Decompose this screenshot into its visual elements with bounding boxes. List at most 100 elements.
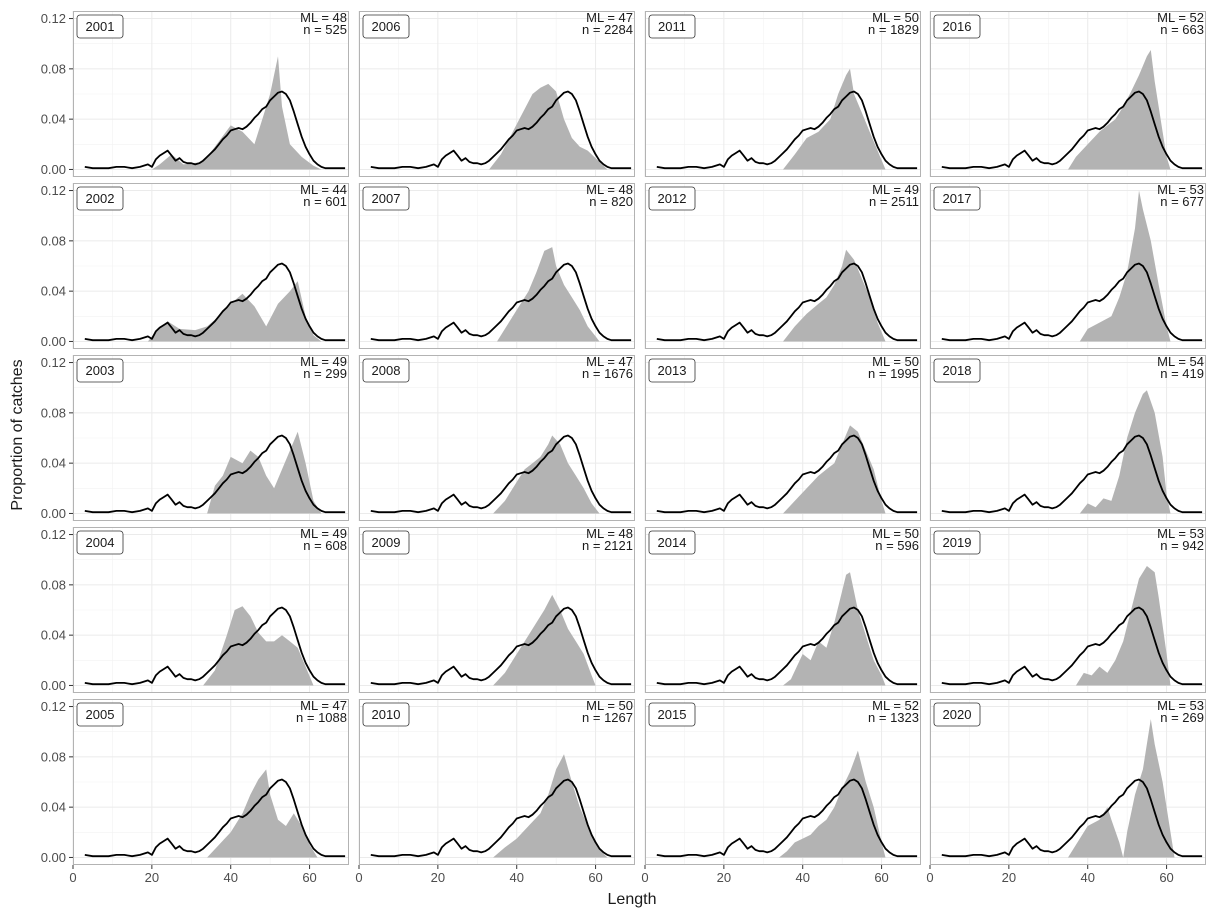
y-tick-label: 0.04 [41,456,66,471]
reference-line [656,434,918,514]
year-label-box [933,530,981,555]
panel-border [645,11,921,177]
catch-area-2013 [783,425,886,514]
reference-line [941,90,1203,170]
mean-length-label: ML = 53 [1157,182,1204,197]
year-label-box [76,702,124,727]
panel-border [73,355,349,521]
x-tick-label: 0 [926,870,933,885]
year-label: 2010 [372,707,401,722]
panel-border [73,11,349,177]
panel-border [930,183,1206,349]
catch-area-2018 [1079,390,1171,514]
panel-2017: 2017 ML = 53n = 677 [929,182,1206,349]
catch-area-2019 [1075,566,1171,686]
reference-line [84,434,346,514]
panel-border [930,355,1206,521]
panel-border [645,699,921,865]
year-label-box [648,358,696,383]
x-tick-label: 60 [588,870,602,885]
y-tick-label: 0.08 [41,233,66,248]
sample-size-label: n = 596 [875,538,919,553]
sample-size-label: n = 1323 [868,710,919,725]
catch-area-2010 [493,754,608,858]
year-label-box [362,186,410,211]
catch-area-2011 [783,68,886,170]
mean-length-label: ML = 44 [300,182,347,197]
reference-line [656,262,918,342]
mean-length-label: ML = 53 [1157,698,1204,713]
panel-border [645,183,921,349]
panel-border [73,183,349,349]
panel-border [359,11,635,177]
sample-size-label: n = 677 [1160,194,1204,209]
reference-line [370,262,632,342]
sample-size-label: n = 1267 [582,710,633,725]
year-label-box [648,530,696,555]
catch-area-2006 [489,83,608,170]
panel-border [359,699,635,865]
x-tick-label: 20 [1002,870,1016,885]
y-tick-label: 0.08 [41,749,66,764]
panel-2006: 2006 ML = 47n = 2284 [358,10,635,177]
panel-border [359,183,635,349]
catch-area-2007 [497,247,600,342]
reference-line [370,778,632,858]
panel-2011: 2011 ML = 50n = 1829 [644,10,921,177]
panel-border [359,527,635,693]
x-tick-label: 0 [641,870,648,885]
mean-length-label: ML = 47 [586,10,633,25]
reference-line [656,778,918,858]
x-tick-label: 60 [1159,870,1173,885]
x-tick-label: 20 [145,870,159,885]
sample-size-label: n = 2284 [582,22,633,37]
panel-2008: 2008 ML = 47n = 1676 [358,354,635,521]
mean-length-label: ML = 50 [872,354,919,369]
mean-length-label: ML = 53 [1157,526,1204,541]
panel-2003: 2003 ML = 49n = 299 0.00 0.04 0.08 0.12 [41,354,349,521]
reference-line [656,606,918,686]
year-label-box [362,530,410,555]
panel-2007: 2007 ML = 48n = 820 [358,182,635,349]
panel-2020: 2020 ML = 53n = 269 0 20 40 60 [926,698,1206,885]
x-tick-label: 60 [874,870,888,885]
y-tick-label: 0.00 [41,506,66,521]
panel-2019: 2019 ML = 53n = 942 [929,526,1206,693]
year-label-box [76,14,124,39]
year-label: 2005 [86,707,115,722]
catch-area-2009 [493,594,596,686]
year-label-box [933,186,981,211]
year-label-box [933,14,981,39]
year-label: 2006 [372,19,401,34]
reference-line [941,778,1203,858]
x-tick-label: 40 [795,870,809,885]
sample-size-label: n = 942 [1160,538,1204,553]
panel-2012: 2012 ML = 49n = 2511 [644,182,921,349]
mean-length-label: ML = 50 [586,698,633,713]
y-tick-label: 0.12 [41,699,66,714]
mean-length-label: ML = 49 [872,182,919,197]
y-tick-label: 0.00 [41,850,66,865]
year-label-box [76,358,124,383]
mean-length-label: ML = 52 [1157,10,1204,25]
year-label-box [362,14,410,39]
panel-2013: 2013 ML = 50n = 1995 [644,354,921,521]
panel-2015: 2015 ML = 52n = 1323 0 20 40 60 [641,698,921,885]
panel-2004: 2004 ML = 49n = 608 0.00 0.04 0.08 0.12 [41,526,349,693]
mean-length-label: ML = 50 [872,526,919,541]
y-axis-title: Proportion of catches [9,359,26,510]
year-label-box [648,14,696,39]
year-label: 2016 [943,19,972,34]
mean-length-label: ML = 48 [586,526,633,541]
year-label-box [76,530,124,555]
sample-size-label: n = 663 [1160,22,1204,37]
year-label-box [362,702,410,727]
year-label-box [76,186,124,211]
y-tick-label: 0.12 [41,355,66,370]
sample-size-label: n = 820 [589,194,633,209]
x-axis-title: Length [608,891,657,908]
catch-area-2004 [203,606,314,686]
reference-line [84,778,346,858]
y-tick-label: 0.04 [41,112,66,127]
sample-size-label: n = 419 [1160,366,1204,381]
